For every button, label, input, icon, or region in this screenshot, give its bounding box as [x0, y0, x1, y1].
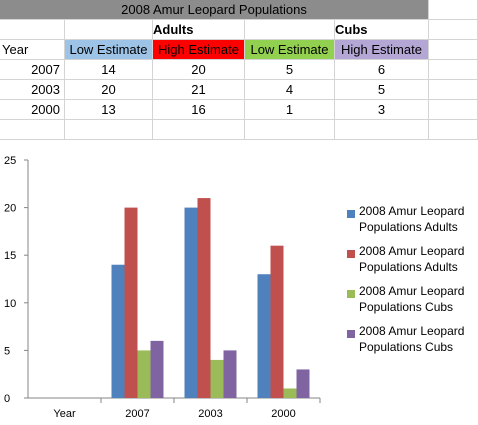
legend-swatch — [347, 330, 355, 338]
x-tick-label: Year — [53, 408, 76, 420]
bar — [270, 245, 284, 398]
legend-swatch — [347, 210, 355, 218]
table-row-empty — [0, 120, 478, 140]
empty-cell[interactable] — [335, 120, 429, 140]
legend-label: 2008 Amur Leopard Populations Adults — [359, 244, 465, 274]
value-cell[interactable]: 3 — [335, 100, 429, 120]
empty-cell[interactable] — [429, 20, 478, 40]
bar — [150, 340, 164, 398]
empty-cell[interactable] — [65, 20, 153, 40]
table-row: 2000 13 16 1 3 — [0, 100, 478, 120]
value-cell[interactable]: 16 — [153, 100, 245, 120]
y-tick-label: 0 — [4, 393, 10, 405]
y-tick-label: 5 — [4, 345, 10, 357]
bar — [197, 198, 211, 398]
legend-item: 2008 Amur Leopard Populations Cubs — [347, 284, 475, 325]
empty-cell[interactable] — [153, 120, 245, 140]
header-year[interactable]: Year — [0, 40, 65, 60]
table-row: 2007 14 20 5 6 — [0, 60, 478, 80]
bar — [283, 388, 297, 398]
y-tick-label: 20 — [4, 203, 16, 215]
header-row: Year Low Estimate High Estimate Low Esti… — [0, 40, 478, 60]
header-low-cub[interactable]: Low Estimate — [245, 40, 335, 60]
group-cubs[interactable]: Cubs — [335, 20, 429, 40]
value-cell[interactable]: 21 — [153, 80, 245, 100]
y-tick-label: 25 — [4, 155, 16, 167]
bars — [111, 198, 310, 398]
header-high-adult[interactable]: High Estimate — [153, 40, 245, 60]
bar — [124, 207, 138, 398]
empty-cell[interactable] — [429, 120, 478, 140]
empty-cell[interactable] — [245, 20, 335, 40]
y-tick-label: 15 — [4, 250, 16, 262]
value-cell[interactable]: 5 — [245, 60, 335, 80]
bar — [296, 369, 310, 398]
x-axis: Year 2007 2003 2000 — [28, 397, 321, 420]
table-row: 2003 20 21 4 5 — [0, 80, 478, 100]
value-cell[interactable]: 20 — [65, 80, 153, 100]
value-cell[interactable]: 4 — [245, 80, 335, 100]
legend: 2008 Amur Leopard Populations Adults 2008… — [347, 204, 475, 365]
legend-item: 2008 Amur Leopard Populations Cubs — [347, 324, 475, 365]
bar — [223, 350, 237, 398]
empty-cell[interactable] — [429, 60, 478, 80]
chart[interactable]: 0 5 10 15 20 25 Year 2007 2003 2000 2008 Amur Le… — [0, 148, 478, 425]
header-high-cub[interactable]: High Estimate — [335, 40, 429, 60]
group-row: Adults Cubs — [0, 20, 478, 40]
bar-chart-svg: 0 5 10 15 20 25 Year 2007 2003 2000 — [0, 148, 478, 425]
year-cell[interactable]: 2007 — [0, 60, 65, 80]
y-axis: 0 5 10 15 20 25 — [4, 155, 29, 405]
empty-cell[interactable] — [429, 40, 478, 60]
bar — [257, 274, 271, 398]
legend-item: 2008 Amur Leopard Populations Adults — [347, 244, 475, 285]
x-tick-label: 2007 — [125, 408, 149, 420]
value-cell[interactable]: 20 — [153, 60, 245, 80]
bar — [137, 350, 151, 398]
legend-item: 2008 Amur Leopard Populations Adults — [347, 204, 475, 245]
value-cell[interactable]: 5 — [335, 80, 429, 100]
legend-label: 2008 Amur Leopard Populations Cubs — [359, 284, 465, 314]
empty-cell[interactable] — [429, 100, 478, 120]
legend-label: 2008 Amur Leopard Populations Cubs — [359, 324, 465, 354]
empty-cell[interactable] — [0, 20, 65, 40]
group-adults[interactable]: Adults — [153, 20, 245, 40]
year-cell[interactable]: 2000 — [0, 100, 65, 120]
x-tick-label: 2003 — [198, 408, 222, 420]
year-cell[interactable]: 2003 — [0, 80, 65, 100]
value-cell[interactable]: 14 — [65, 60, 153, 80]
x-tick-label: 2000 — [271, 408, 295, 420]
title-row: 2008 Amur Leopard Populations — [0, 0, 478, 20]
value-cell[interactable]: 13 — [65, 100, 153, 120]
chart-background — [0, 148, 478, 425]
empty-cell[interactable] — [0, 120, 65, 140]
table-title[interactable]: 2008 Amur Leopard Populations — [0, 0, 429, 20]
bar — [184, 207, 198, 398]
bar — [210, 359, 224, 398]
y-tick-label: 10 — [4, 298, 16, 310]
value-cell[interactable]: 1 — [245, 100, 335, 120]
legend-swatch — [347, 250, 355, 258]
bar — [111, 264, 125, 398]
empty-cell[interactable] — [429, 0, 478, 20]
legend-swatch — [347, 290, 355, 298]
header-low-adult[interactable]: Low Estimate — [65, 40, 153, 60]
legend-label: 2008 Amur Leopard Populations Adults — [359, 204, 465, 234]
value-cell[interactable]: 6 — [335, 60, 429, 80]
empty-cell[interactable] — [65, 120, 153, 140]
empty-cell[interactable] — [245, 120, 335, 140]
empty-cell[interactable] — [429, 80, 478, 100]
